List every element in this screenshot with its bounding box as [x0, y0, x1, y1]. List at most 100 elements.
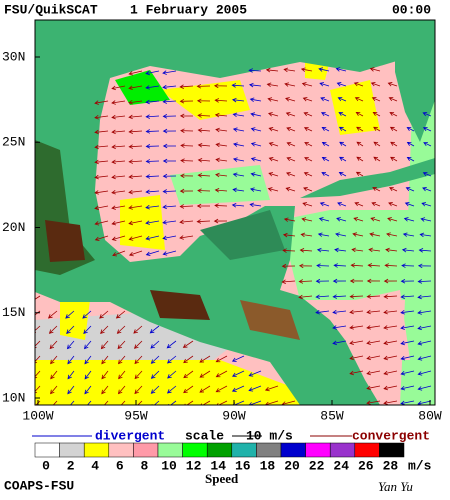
colorbar-swatch [157, 442, 183, 458]
wind-arrow [338, 126, 347, 132]
wind-arrow [94, 220, 109, 226]
wind-arrow [83, 325, 92, 335]
wind-arrow [384, 263, 398, 268]
colorbar-swatch [329, 442, 356, 458]
wind-arrow [162, 250, 177, 256]
wind-arrow [128, 114, 143, 120]
wind-arrow [319, 82, 330, 87]
wind-arrow [231, 97, 245, 103]
wind-arrow [351, 247, 364, 253]
wind-arrow [404, 202, 415, 207]
convergent-label: convergent [352, 428, 430, 443]
wind-arrow [94, 144, 109, 150]
wind-arrow [196, 98, 211, 104]
colorbar: 0 2 4 6 8 10 12 14 16 18 20 22 24 26 28 [34, 442, 405, 473]
wind-arrow [183, 355, 194, 364]
wind-arrow [100, 325, 109, 334]
wind-arrow [264, 385, 279, 392]
wind-arrow [128, 235, 143, 241]
wind-arrow [267, 97, 279, 102]
colorbar-swatch [108, 442, 134, 458]
wind-arrow [371, 201, 381, 207]
wind-arrow [337, 96, 347, 102]
wind-arrow [162, 158, 177, 164]
wind-arrow [162, 189, 177, 194]
wind-arrow [321, 126, 330, 132]
wind-arrow [389, 111, 398, 117]
wind-arrow [232, 172, 245, 177]
wind-arrow [128, 129, 143, 134]
wind-arrow [353, 82, 364, 87]
product-title: FSU/QuikSCAT [4, 2, 98, 17]
wind-arrow [179, 98, 194, 104]
axes-labels: 30N 25N 20N 15N 10N 100W 95W 90W 85W 80W [2, 49, 442, 423]
colorbar-swatch [354, 442, 380, 458]
wind-arrow [162, 70, 177, 75]
wind-arrow [335, 67, 347, 72]
wind-arrow [145, 70, 160, 76]
wind-arrow [35, 355, 41, 364]
colorbar-swatch [231, 442, 257, 458]
wind-arrow [349, 278, 364, 284]
wind-arrow [128, 220, 143, 226]
wind-arrow [182, 340, 194, 348]
wind-arrow [281, 400, 296, 405]
wind-arrow [373, 126, 381, 132]
wind-arrow [389, 126, 398, 132]
wind-arrow [355, 171, 364, 177]
wind-arrow [111, 114, 126, 120]
wind-arrow [128, 144, 143, 149]
wind-arrow [66, 340, 75, 350]
wind-arrow [231, 202, 245, 208]
wind-arrow [298, 263, 313, 269]
wind-arrow [250, 112, 262, 117]
wind-arrow [400, 400, 415, 405]
wind-arrow [196, 83, 211, 89]
wind-arrow [366, 294, 381, 299]
wind-arrow [268, 157, 279, 162]
wind-arrow [370, 82, 381, 87]
wind-arrow [128, 250, 143, 257]
wind-arrow [418, 248, 432, 253]
wind-arrow [50, 355, 58, 365]
wind-arrow [197, 188, 211, 193]
wind-arrow [286, 171, 296, 177]
wind-arrow [406, 141, 415, 147]
wind-arrow [402, 232, 415, 237]
wind-arrow [67, 355, 75, 365]
wind-arrow [383, 385, 398, 391]
wind-arrow [267, 187, 279, 192]
wind-arrow [366, 309, 381, 315]
wind-arrow [111, 129, 126, 135]
wind-arrow [367, 263, 381, 268]
wind-arrow [400, 294, 415, 300]
wind-arrow [417, 263, 432, 269]
wind-arrow [338, 171, 347, 177]
wind-arrow [420, 217, 432, 222]
wind-arrow [417, 385, 432, 391]
lat-label: 20N [2, 220, 25, 235]
wind-arrow [315, 294, 330, 300]
wind-arrow [285, 187, 296, 192]
wind-arrow [231, 83, 245, 88]
wind-arrow [111, 159, 126, 165]
wind-arrow [184, 400, 194, 405]
wind-arrow [386, 232, 398, 237]
wind-arrow [233, 142, 245, 147]
wind-arrow [47, 310, 58, 319]
wind-arrow [303, 186, 313, 192]
wind-arrow [94, 190, 109, 195]
wind-arrow [101, 355, 109, 365]
wind-arrow [49, 340, 58, 350]
lat-label: 10N [2, 390, 25, 405]
wind-arrow [403, 217, 415, 222]
wind-arrow [366, 400, 381, 405]
wind-arrow [179, 204, 194, 209]
wind-arrow [366, 325, 381, 330]
wind-arrow [333, 263, 347, 268]
wind-arrow [298, 279, 313, 284]
wind-arrow [337, 201, 347, 207]
land [35, 20, 435, 405]
wind-arrow [166, 340, 177, 349]
wind-arrow [150, 355, 160, 364]
